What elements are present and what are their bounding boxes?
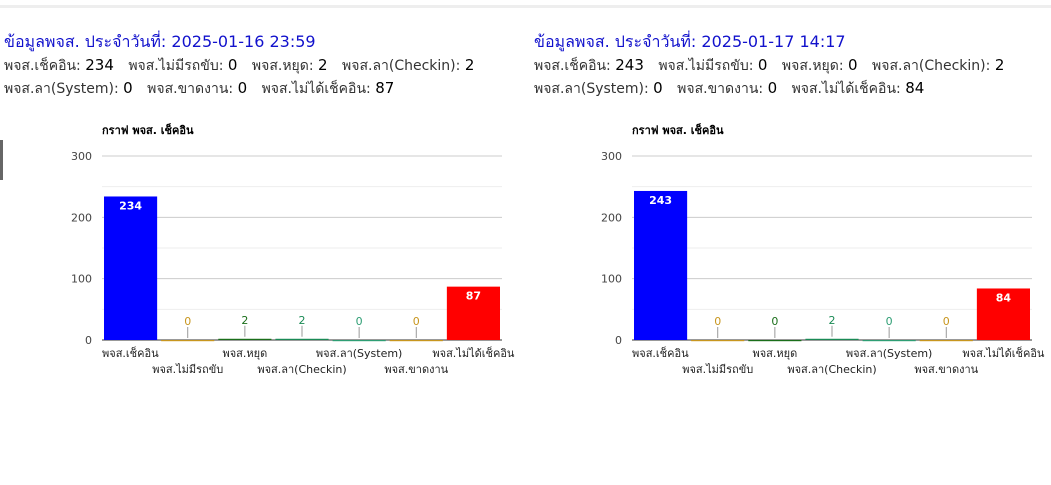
bar-value-label: 0	[886, 315, 893, 328]
stats-row-2: พจส.ลา(System): 0 พจส.ขาดงาน: 0 พจส.ไม่ไ…	[4, 78, 404, 100]
bar-value-label: 243	[649, 194, 672, 207]
stat-leave-system: พจส.ลา(System): 0	[4, 79, 133, 97]
y-tick-label: 0	[615, 334, 622, 347]
stat-absent: พจส.ขาดงาน: 0	[677, 79, 778, 97]
y-tick-label: 300	[601, 150, 622, 163]
stat-not-checked-in: พจส.ไม่ได้เช็คอิน: 87	[261, 79, 395, 97]
bar[interactable]	[748, 340, 802, 342]
bar[interactable]	[218, 338, 272, 340]
bar-value-label: 2	[299, 314, 306, 327]
x-tick-label: พจส.ลา(System)	[846, 347, 932, 360]
bar[interactable]	[862, 340, 916, 342]
bar-value-label: 2	[829, 314, 836, 327]
bar[interactable]	[634, 190, 688, 340]
bar-value-label: 0	[943, 315, 950, 328]
x-tick-label: พจส.ลา(System)	[316, 347, 402, 360]
x-tick-label: พจส.หยุด	[752, 347, 797, 360]
y-tick-label: 100	[601, 273, 622, 286]
bar[interactable]	[389, 340, 443, 342]
stat-leave-checkin: พจส.ลา(Checkin): 2	[872, 56, 1005, 74]
daily-panel-1: ข้อมูลพจส. ประจำวันที่: 2025-01-16 23:59…	[0, 0, 520, 485]
bar-value-label: 87	[466, 290, 481, 303]
bar[interactable]	[446, 286, 500, 340]
stats-row-1: พจส.เช็คอิน: 234 พจส.ไม่มีรถขับ: 0 พจส.ห…	[4, 55, 484, 77]
bar-value-label: 0	[184, 315, 191, 328]
bar[interactable]	[332, 340, 386, 342]
bar-value-label: 234	[119, 199, 142, 212]
stats-row-1: พจส.เช็คอิน: 243 พจส.ไม่มีรถขับ: 0 พจส.ห…	[534, 55, 1014, 77]
bar[interactable]	[275, 338, 329, 340]
bar-value-label: 0	[714, 315, 721, 328]
stat-day-off: พจส.หยุด: 2	[251, 56, 328, 74]
stat-no-car: พจส.ไม่มีรถขับ: 0	[658, 56, 768, 74]
bar[interactable]	[161, 340, 215, 342]
x-tick-label: พจส.หยุด	[222, 347, 267, 360]
y-tick-label: 200	[601, 211, 622, 224]
stat-absent: พจส.ขาดงาน: 0	[147, 79, 248, 97]
x-tick-label: พจส.ลา(Checkin)	[787, 363, 876, 376]
bar[interactable]	[976, 288, 1030, 340]
bar[interactable]	[104, 196, 158, 340]
panel-title: ข้อมูลพจส. ประจำวันที่: 2025-01-17 14:17	[534, 32, 846, 51]
x-tick-label: พจส.ขาดงาน	[914, 363, 978, 376]
bar[interactable]	[919, 340, 973, 342]
stat-no-car: พจส.ไม่มีรถขับ: 0	[128, 56, 238, 74]
bar-value-label: 0	[771, 315, 778, 328]
stat-leave-checkin: พจส.ลา(Checkin): 2	[342, 56, 475, 74]
x-tick-label: พจส.เช็คอิน	[632, 346, 689, 360]
x-tick-label: พจส.เช็คอิน	[102, 346, 159, 360]
bar-value-label: 2	[241, 314, 248, 327]
y-tick-label: 300	[71, 150, 92, 163]
y-tick-label: 0	[85, 334, 92, 347]
y-tick-label: 100	[71, 273, 92, 286]
bar[interactable]	[691, 340, 745, 342]
checkin-bar-chart: กราฟ พจส. เช็คอิน0100200300234พจส.เช็คอิ…	[71, 123, 515, 376]
bar-value-label: 0	[356, 315, 363, 328]
stats-row-2: พจส.ลา(System): 0 พจส.ขาดงาน: 0 พจส.ไม่ไ…	[534, 78, 934, 100]
x-tick-label: พจส.ขาดงาน	[384, 363, 448, 376]
bar-value-label: 84	[996, 291, 1012, 304]
x-tick-label: พจส.ลา(Checkin)	[257, 363, 346, 376]
chart-title: กราฟ พจส. เช็คอิน	[632, 123, 724, 137]
panel-title: ข้อมูลพจส. ประจำวันที่: 2025-01-16 23:59	[4, 32, 316, 51]
y-tick-label: 200	[71, 211, 92, 224]
x-tick-label: พจส.ไม่มีรถขับ	[152, 363, 223, 376]
bar-value-label: 0	[413, 315, 420, 328]
sidebar-handle[interactable]	[0, 140, 3, 180]
checkin-bar-chart: กราฟ พจส. เช็คอิน0100200300243พจส.เช็คอิ…	[601, 123, 1045, 376]
stat-checkin: พจส.เช็คอิน: 234	[4, 56, 114, 74]
x-tick-label: พจส.ไม่ได้เช็คอิน	[432, 346, 515, 360]
x-tick-label: พจส.ไม่มีรถขับ	[682, 363, 753, 376]
stat-not-checked-in: พจส.ไม่ได้เช็คอิน: 84	[791, 79, 925, 97]
stat-leave-system: พจส.ลา(System): 0	[534, 79, 663, 97]
daily-panel-2: ข้อมูลพจส. ประจำวันที่: 2025-01-17 14:17…	[530, 0, 1050, 485]
x-tick-label: พจส.ไม่ได้เช็คอิน	[962, 346, 1045, 360]
stat-day-off: พจส.หยุด: 0	[781, 56, 858, 74]
bar[interactable]	[805, 338, 859, 340]
top-border	[0, 5, 1051, 8]
stat-checkin: พจส.เช็คอิน: 243	[534, 56, 644, 74]
chart-title: กราฟ พจส. เช็คอิน	[102, 123, 194, 137]
